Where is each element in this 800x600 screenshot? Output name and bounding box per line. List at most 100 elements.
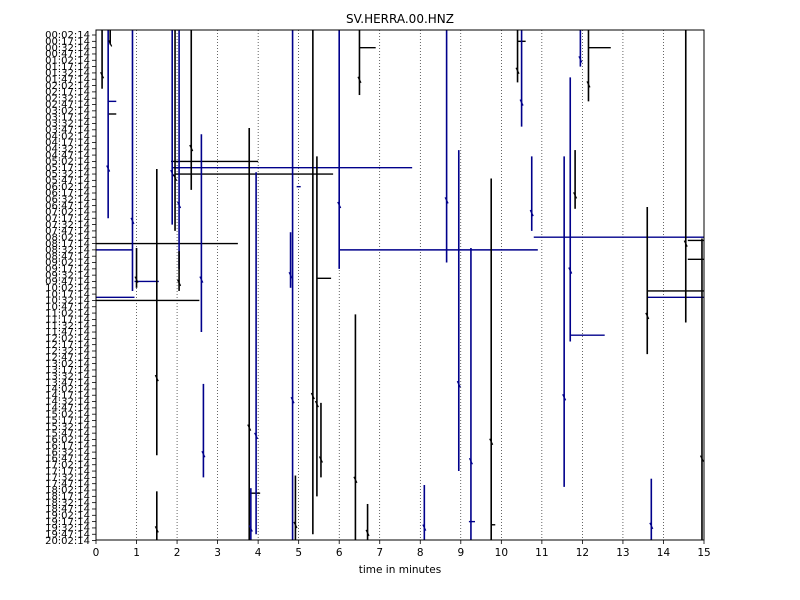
- trace-wiggle: [353, 476, 358, 484]
- y-tick-label: 00:47:14: [45, 49, 90, 60]
- y-tick-label: 13:02:14: [45, 359, 90, 370]
- trace-wiggle: [357, 76, 362, 84]
- trace-wiggle: [106, 165, 111, 172]
- y-tick-label: 16:32:14: [45, 447, 90, 458]
- trace-wiggle: [444, 197, 449, 204]
- trace-wiggle: [365, 529, 370, 537]
- y-tick-label: 12:32:14: [45, 346, 90, 357]
- x-tick-label: 2: [174, 547, 181, 559]
- y-tick-label: 01:17:14: [45, 62, 90, 73]
- trace-wiggle: [108, 40, 113, 47]
- y-tick-label: 17:47:14: [45, 479, 90, 490]
- trace-wiggle: [290, 396, 295, 404]
- y-tick-label: 15:32:14: [45, 422, 90, 433]
- trace-wiggle: [254, 432, 259, 440]
- y-tick-label: 12:17:14: [45, 340, 90, 351]
- trace-wiggle: [130, 217, 135, 225]
- trace-wiggle: [314, 400, 319, 408]
- y-tick-label: 10:17:14: [45, 289, 90, 300]
- trace-wiggle: [573, 192, 578, 199]
- trace-wiggle: [529, 209, 534, 217]
- plot-frame: [95, 29, 705, 541]
- x-tick-label: 4: [255, 547, 262, 559]
- y-tick-label: 19:17:14: [45, 517, 90, 528]
- x-tick-label: 7: [376, 547, 383, 559]
- y-tick-label: 02:17:14: [45, 87, 90, 98]
- y-tick-label: 04:47:14: [45, 150, 90, 161]
- y-tick-label: 11:02:14: [45, 308, 90, 319]
- y-tick-label: 18:02:14: [45, 485, 90, 496]
- trace-wiggle: [468, 457, 473, 465]
- y-tick-label: 09:17:14: [45, 264, 90, 275]
- trace-wiggle: [247, 424, 252, 431]
- trace-wiggle: [649, 522, 654, 530]
- chart-title: SV.HERRA.00.HNZ: [346, 12, 454, 26]
- trace-wiggle: [100, 72, 105, 79]
- trace-wiggle: [489, 438, 494, 446]
- y-tick-label: 16:47:14: [45, 454, 90, 465]
- y-tick-label: 18:17:14: [45, 492, 90, 503]
- y-tick-label: 02:32:14: [45, 93, 90, 104]
- y-tick-label: 06:17:14: [45, 188, 90, 199]
- y-tick-label: 09:47:14: [45, 277, 90, 288]
- trace-wiggle: [293, 521, 298, 529]
- trace-wiggle: [201, 450, 206, 458]
- trace-wiggle: [337, 201, 342, 209]
- y-tick-label: 07:17:14: [45, 213, 90, 224]
- trace-wiggle: [456, 380, 461, 388]
- y-tick-label: 01:02:14: [45, 55, 90, 66]
- y-tick-label: 02:02:14: [45, 81, 90, 92]
- y-tick-label: 19:02:14: [45, 510, 90, 521]
- y-tick-label: 00:02:14: [45, 30, 90, 41]
- y-tick-label: 13:47:14: [45, 378, 90, 389]
- x-axis-ticks: 0 1 2 3 4 5 6 7 8 9 10 11 12 13 14 15: [93, 540, 711, 559]
- y-tick-label: 08:02:14: [45, 232, 90, 243]
- y-tick-label: 14:32:14: [45, 397, 90, 408]
- trace-wiggle: [189, 144, 194, 152]
- y-tick-label: 12:02:14: [45, 334, 90, 345]
- y-tick-label: 04:17:14: [45, 138, 90, 149]
- trace-wiggle: [154, 526, 159, 533]
- y-tick-label: 07:32:14: [45, 220, 90, 231]
- x-tick-label: 10: [495, 547, 508, 559]
- y-tick-label: 08:32:14: [45, 245, 90, 256]
- y-tick-label: 08:17:14: [45, 239, 90, 250]
- x-tick-label: 3: [214, 547, 221, 559]
- y-tick-label: 19:32:14: [45, 523, 90, 534]
- y-tick-label: 09:32:14: [45, 270, 90, 281]
- trace-wiggle: [173, 174, 178, 181]
- y-tick-label: 17:17:14: [45, 466, 90, 477]
- trace-wiggle: [134, 276, 139, 283]
- x-tick-label: 14: [657, 547, 671, 559]
- trace-wiggle: [199, 276, 204, 283]
- x-axis-label: time in minutes: [359, 564, 441, 576]
- y-tick-label: 12:47:14: [45, 353, 90, 364]
- trace-wiggle: [683, 240, 688, 247]
- trace-wiggle: [177, 201, 182, 209]
- y-tick-label: 14:02:14: [45, 384, 90, 395]
- y-tick-label: 10:02:14: [45, 283, 90, 294]
- y-tick-label: 03:32:14: [45, 119, 90, 130]
- trace-wiggle: [318, 456, 323, 463]
- y-tick-label: 07:47:14: [45, 226, 90, 237]
- trace-layer: [96, 30, 705, 540]
- trace-wiggle: [154, 374, 159, 382]
- y-tick-label: 17:02:14: [45, 460, 90, 471]
- y-tick-label: 17:32:14: [45, 473, 90, 484]
- trace-wiggle: [422, 524, 427, 531]
- y-tick-label: 18:47:14: [45, 504, 90, 515]
- trace-wiggle: [645, 312, 650, 320]
- x-gridlines: [136, 30, 664, 540]
- y-tick-label: 06:02:14: [45, 182, 90, 193]
- trace-wiggle: [177, 279, 182, 287]
- y-tick-label: 15:17:14: [45, 416, 90, 427]
- y-tick-label: 08:47:14: [45, 251, 90, 262]
- trace-wiggle: [519, 99, 524, 106]
- trace-wiggle: [578, 56, 583, 63]
- y-tick-label: 11:47:14: [45, 327, 90, 338]
- y-tick-label: 03:02:14: [45, 106, 90, 117]
- y-tick-label: 00:32:14: [45, 43, 90, 54]
- y-tick-label: 11:32:14: [45, 321, 90, 332]
- y-tick-label: 16:17:14: [45, 441, 90, 452]
